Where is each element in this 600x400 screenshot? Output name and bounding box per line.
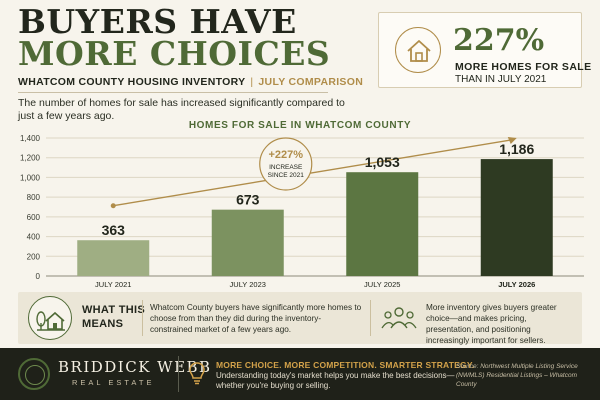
x-tick-label: JULY 2023 xyxy=(230,280,266,289)
bar xyxy=(346,172,419,276)
y-tick-label: 1,400 xyxy=(20,134,41,143)
brand-logo-icon xyxy=(18,358,50,390)
x-tick-label: JULY 2025 xyxy=(364,280,400,289)
subheading-main: WHATCOM COUNTY HOUSING INVENTORY xyxy=(18,76,246,88)
bar-value-label: 363 xyxy=(102,222,126,238)
y-tick-label: 200 xyxy=(27,252,41,261)
subheading-separator: | xyxy=(250,76,254,88)
subheading-accent: JULY COMPARISON xyxy=(258,76,364,88)
bar xyxy=(211,209,284,276)
stat-label-1: MORE HOMES FOR SALE xyxy=(455,61,592,73)
title-line-1: BUYERS HAVE xyxy=(18,2,297,41)
means-heading-line-1: WHAT THIS xyxy=(82,304,145,316)
means-divider-1 xyxy=(142,300,143,336)
bar-value-label: 1,186 xyxy=(499,141,534,157)
y-tick-label: 600 xyxy=(27,213,41,222)
increase-badge xyxy=(259,137,313,191)
page-title: BUYERS HAVE MORE CHOICES xyxy=(18,2,331,73)
y-tick-label: 1,200 xyxy=(20,154,41,163)
increase-value: +227% xyxy=(268,149,303,161)
footer-tagline: MORE CHOICE. MORE COMPETITION. SMARTER S… xyxy=(216,360,475,370)
subheading: WHATCOM COUNTY HOUSING INVENTORY | JULY CO… xyxy=(18,76,363,88)
means-text-1: Whatcom County buyers have significantly… xyxy=(150,303,362,334)
bar-chart: 0 200 400 600 800 1,000 1,200 1,400 363 JULY 202… xyxy=(20,134,584,289)
house-icon xyxy=(395,27,441,73)
brand-name: BRIDDICK WEBB xyxy=(58,358,212,376)
means-divider-2 xyxy=(370,300,371,336)
increase-label-1: INCREASE xyxy=(269,164,303,171)
intro-text: The number of homes for sale has increas… xyxy=(18,97,345,122)
y-tick-label: 1,000 xyxy=(20,173,41,182)
chart-title: HOMES FOR SALE IN WHATCOM COUNTY xyxy=(188,120,412,131)
trend-start-point xyxy=(110,203,116,209)
y-tick-label: 400 xyxy=(27,233,41,242)
bar-value-label: 673 xyxy=(236,192,260,208)
bar-value-label: 1,053 xyxy=(365,154,400,170)
y-tick-label: 0 xyxy=(36,272,41,281)
y-tick-label: 800 xyxy=(27,193,41,202)
means-heading-line-2: MEANS xyxy=(82,318,124,330)
trend-line xyxy=(113,139,511,207)
means-text-2: More inventory gives buyers greater choi… xyxy=(426,303,557,345)
lightbulb-icon xyxy=(188,361,206,385)
stat-value: 227% xyxy=(453,23,545,58)
what-this-means-panel: WHAT THIS MEANS Whatcom County buyers ha… xyxy=(18,292,582,345)
house-with-tree-icon xyxy=(28,296,72,340)
brand-subtitle: REAL ESTATE xyxy=(72,378,155,387)
stat-card: 227% MORE HOMES FOR SALE THAN IN JULY 20… xyxy=(378,12,591,88)
means-heading: WHAT THIS MEANS xyxy=(82,303,145,331)
increase-label-2: SINCE 2021 xyxy=(268,172,305,179)
people-icon xyxy=(380,304,418,332)
bar xyxy=(480,159,553,276)
footer-divider xyxy=(178,356,179,392)
x-tick-label: JULY 2026 xyxy=(498,280,535,289)
trend-arrowhead xyxy=(507,137,517,144)
footer-tagline-sub: Understanding today's market helps you m… xyxy=(216,371,455,390)
bar xyxy=(77,240,150,276)
footer: BRIDDICK WEBB REAL ESTATE MORE CHOICE. M… xyxy=(0,348,600,400)
stat-label-2: THAN IN JULY 2021 xyxy=(455,74,547,85)
x-tick-label: JULY 2021 xyxy=(95,280,131,289)
title-line-2: MORE CHOICES xyxy=(18,34,331,73)
divider xyxy=(18,92,328,93)
footer-source: Source: Northwest Multiple Listing Servi… xyxy=(456,363,578,388)
